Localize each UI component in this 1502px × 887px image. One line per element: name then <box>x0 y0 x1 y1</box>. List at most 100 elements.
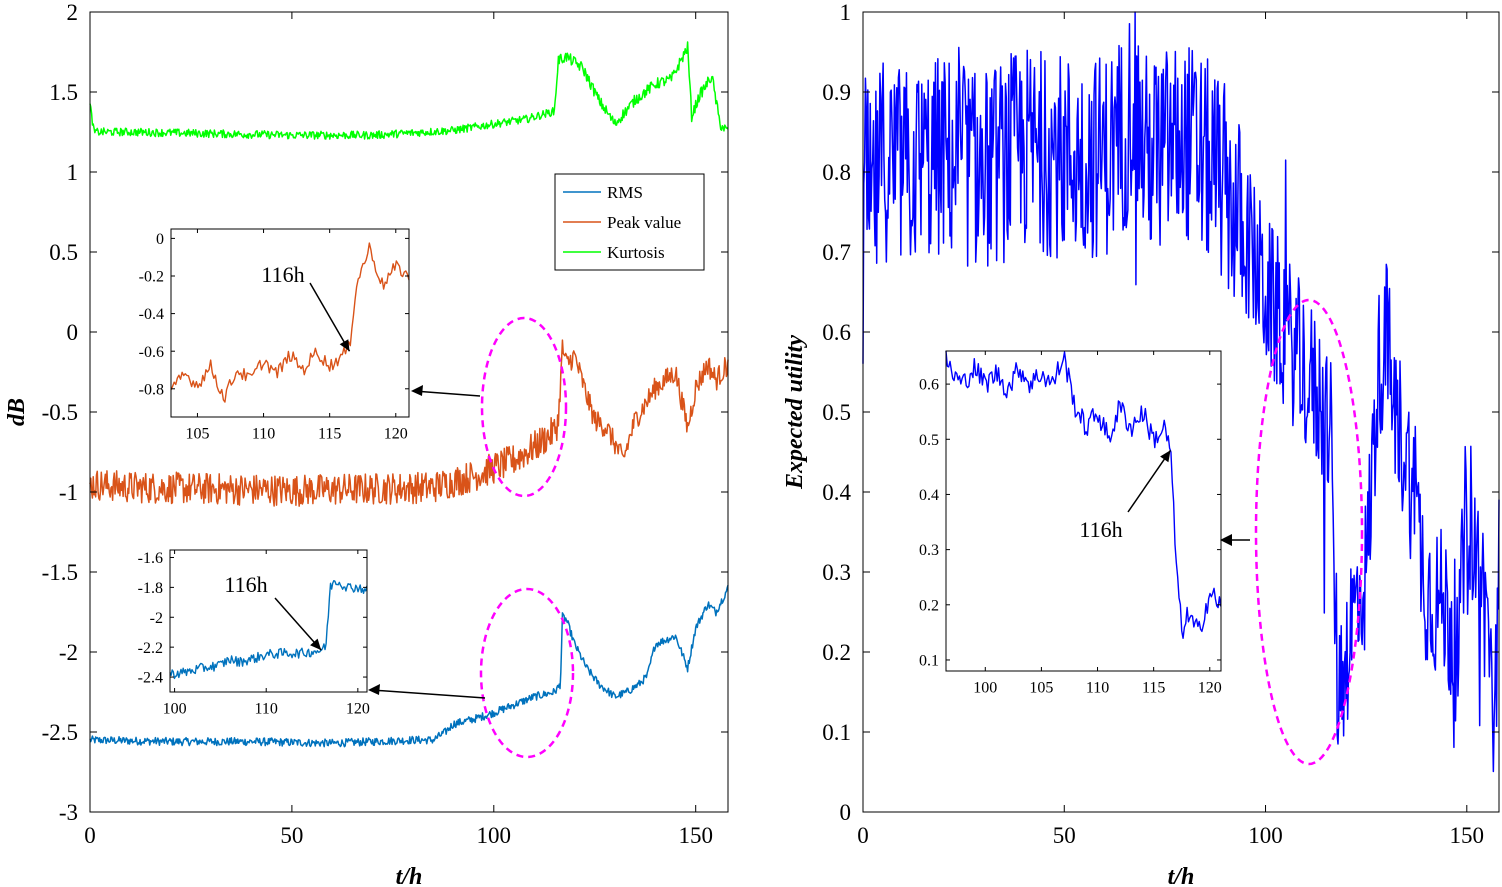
utility-inset-xtick-label: 105 <box>1029 680 1053 697</box>
rms-inset-ytick-label: -2.4 <box>138 670 163 687</box>
utility-inset-ytick-label: 0.3 <box>919 542 939 559</box>
peak-inset-xtick-label: 115 <box>318 426 341 443</box>
peak-inset-y-ticks: 0 -0.2 -0.4 -0.6 -0.8 <box>139 231 409 398</box>
peak-inset-annotation-arrowhead <box>339 339 350 352</box>
legend-label-rms: RMS <box>607 183 643 202</box>
left-ytick-label: 0.5 <box>49 240 78 265</box>
rms-inset-line <box>169 579 368 680</box>
peak-inset-ytick-label: -0.2 <box>139 269 164 286</box>
left-ylabel: dB <box>4 398 30 426</box>
highlight-ellipse-rms <box>479 587 575 759</box>
right-ytick-label: 0.2 <box>822 640 851 665</box>
utility-inset-arrowhead <box>1220 534 1232 546</box>
peak-inset-x-ticks: 105 110 115 120 <box>185 229 408 443</box>
utility-inset-x-ticks: 100 105 110 115 120 <box>973 351 1222 697</box>
utility-inset-xtick-label: 115 <box>1142 680 1165 697</box>
peak-inset-bg <box>171 229 409 417</box>
rms-inset-box <box>169 549 368 693</box>
right-ytick-label: 0.1 <box>822 720 851 745</box>
rms-inset-x-ticks: 100 110 120 <box>163 550 370 718</box>
right-ylabel: Expected utility <box>782 335 808 490</box>
right-y-ticks: 0 0.1 0.2 0.3 0.4 0.5 0.6 0.7 0.8 0.9 1 <box>822 0 1499 825</box>
utility-inset-box <box>945 350 1222 672</box>
left-xtick-label: 0 <box>84 823 96 848</box>
rms-inset-annotation-label: 116h <box>224 572 267 597</box>
rms-inset-bg <box>170 550 367 692</box>
series-line-expected-utility <box>862 11 1500 773</box>
right-x-ticks: 0 50 100 150 <box>857 12 1484 848</box>
peak-inset-series <box>170 242 410 403</box>
utility-inset-series <box>945 350 1222 640</box>
utility-inset: 0.1 0.2 0.3 0.4 0.5 0.6 100 105 110 115 120 116h <box>919 350 1222 697</box>
utility-inset-bg <box>946 351 1221 671</box>
peak-inset-xtick-label: 120 <box>384 426 408 443</box>
rms-inset-xtick-label: 100 <box>163 701 187 718</box>
right-xtick-label: 0 <box>857 823 869 848</box>
right-ytick-label: 0.3 <box>822 560 851 585</box>
utility-inset-annotation-arrow <box>1127 449 1172 513</box>
utility-inset-annotation-arrowhead <box>1160 450 1171 463</box>
series-line-rms <box>89 584 729 748</box>
right-ytick-label: 0 <box>840 800 852 825</box>
left-ytick-label: -1.5 <box>42 560 78 585</box>
rms-inset-arrowhead <box>368 684 380 695</box>
utility-inset-xtick-label: 120 <box>1198 680 1222 697</box>
legend-label-kurtosis: Kurtosis <box>607 243 665 262</box>
series-line-peak-value <box>89 339 729 507</box>
right-ytick-label: 0.8 <box>822 160 851 185</box>
peak-inset-ytick-label: 0 <box>156 231 164 248</box>
utility-inset-xtick-label: 100 <box>973 680 997 697</box>
left-y-ticks: -3 -2.5 -2 -1.5 -1 -0.5 0 0.5 1 1.5 2 <box>42 0 728 825</box>
peak-inset-annotation-label: 116h <box>261 262 304 287</box>
rms-inset-series <box>169 579 368 680</box>
utility-inset-line <box>945 350 1222 640</box>
left-series-group <box>89 41 729 748</box>
rms-inset-xtick-label: 110 <box>255 701 278 718</box>
left-xtick-label: 100 <box>477 823 512 848</box>
rms-inset-ytick-label: -2.2 <box>138 640 163 657</box>
peak-inset-xtick-label: 105 <box>185 426 209 443</box>
rms-inset-ytick-label: -1.8 <box>138 580 163 597</box>
utility-inset-ytick-label: 0.2 <box>919 597 939 614</box>
right-xtick-label: 150 <box>1450 823 1485 848</box>
left-ytick-label: -0.5 <box>42 400 78 425</box>
highlight-ellipse-utility <box>1254 298 1364 766</box>
right-ytick-label: 1 <box>840 0 852 25</box>
right-panel: 00.10.20.30.40.50.60.70.80.91 0 50 100 150 … <box>782 0 1500 887</box>
utility-inset-ytick-label: 0.4 <box>919 487 939 504</box>
right-series-group <box>862 11 1500 773</box>
peak-inset-line <box>170 242 410 403</box>
peak-inset-ytick-label: -0.4 <box>139 306 164 323</box>
left-ytick-label: -3 <box>59 800 78 825</box>
utility-inset-xtick-label: 110 <box>1086 680 1109 697</box>
left-ytick-label: -2 <box>59 640 78 665</box>
peak-inset-xtick-label: 110 <box>252 426 275 443</box>
utility-inset-annotation-label: 116h <box>1079 517 1122 542</box>
rms-inset-ytick-label: -1.6 <box>138 550 163 567</box>
rms-inset-y-ticks: -1.6 -1.8 -2 -2.2 -2.4 <box>138 550 367 687</box>
left-ytick-label: 0 <box>67 320 79 345</box>
left-ytick-label: 1 <box>67 160 79 185</box>
highlight-ellipse-peak <box>480 316 568 498</box>
right-ytick-label: 0.6 <box>822 320 851 345</box>
right-ytick-label: 0.4 <box>822 480 851 505</box>
peak-inset-annotation-arrow <box>309 282 351 352</box>
left-ytick-label: -2.5 <box>42 720 78 745</box>
utility-inset-ytick-label: 0.1 <box>919 653 939 670</box>
peak-inset-ytick-label: -0.6 <box>139 344 164 361</box>
rms-inset-annotation-arrow <box>274 597 322 651</box>
series-line-kurtosis <box>89 41 729 140</box>
peak-inset-arrowhead <box>411 385 423 396</box>
utility-inset-ytick-label: 0.5 <box>919 432 939 449</box>
legend-label-peak: Peak value <box>607 213 681 232</box>
right-xlabel: t/h <box>1168 864 1195 887</box>
left-xlabel: t/h <box>396 864 423 887</box>
right-ytick-label: 0.9 <box>822 80 851 105</box>
rms-inset-arrow <box>371 689 486 699</box>
rms-inset-annotation-arrowhead <box>310 638 322 651</box>
left-ytick-label: 2 <box>67 0 79 25</box>
peak-inset-box <box>170 228 410 418</box>
utility-inset-y-ticks: 0.1 0.2 0.3 0.4 0.5 0.6 <box>919 377 1221 670</box>
